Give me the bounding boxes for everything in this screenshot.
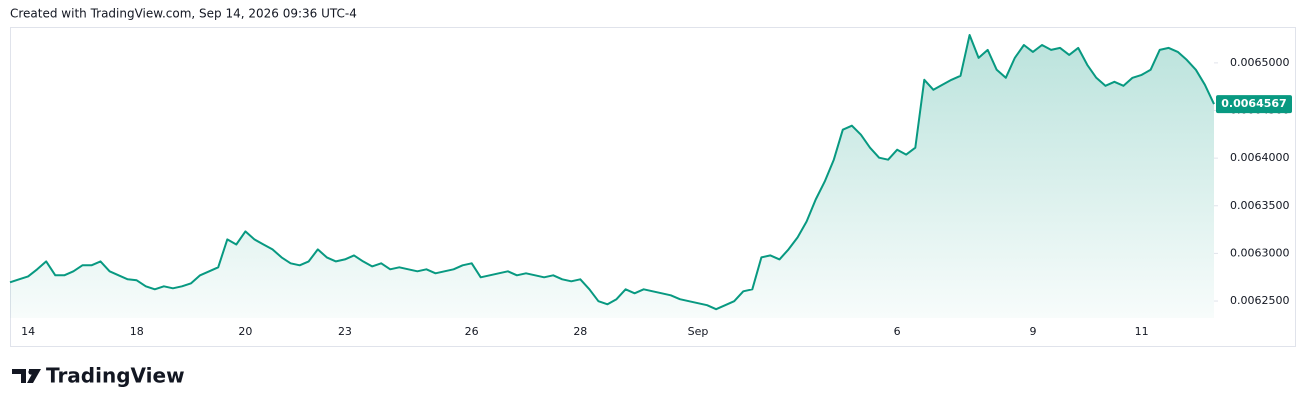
x-tick-label: 26 [465,325,479,338]
y-tick-label: 0.0062500 [1230,294,1290,307]
x-tick-label: 23 [338,325,352,338]
header: Created with TradingView.com, Sep 14, 20… [10,7,357,21]
x-tick-label: Sep [688,325,709,338]
y-tick-label: 0.0063000 [1230,246,1290,259]
y-tick-label: 0.0063500 [1230,199,1290,212]
x-tick-label: 20 [238,325,252,338]
x-tick-label: 18 [130,325,144,338]
area-fill [10,35,1214,318]
price-line [9,34,1215,311]
chart-frame [10,27,1296,347]
x-tick-label: 6 [894,325,901,338]
last-price-label: 0.0064567 [1221,97,1286,110]
x-tick-label: 9 [1029,325,1036,338]
last-price-badge [1216,95,1292,114]
logo: TradingView [12,364,185,388]
y-tick-label: 0.0064000 [1230,151,1290,164]
brand-name: TradingView [46,364,185,388]
x-tick-label: 28 [573,325,587,338]
y-tick-label: 0.0065000 [1230,56,1290,69]
x-tick-label: 14 [21,325,35,338]
x-tick-label: 11 [1135,325,1149,338]
